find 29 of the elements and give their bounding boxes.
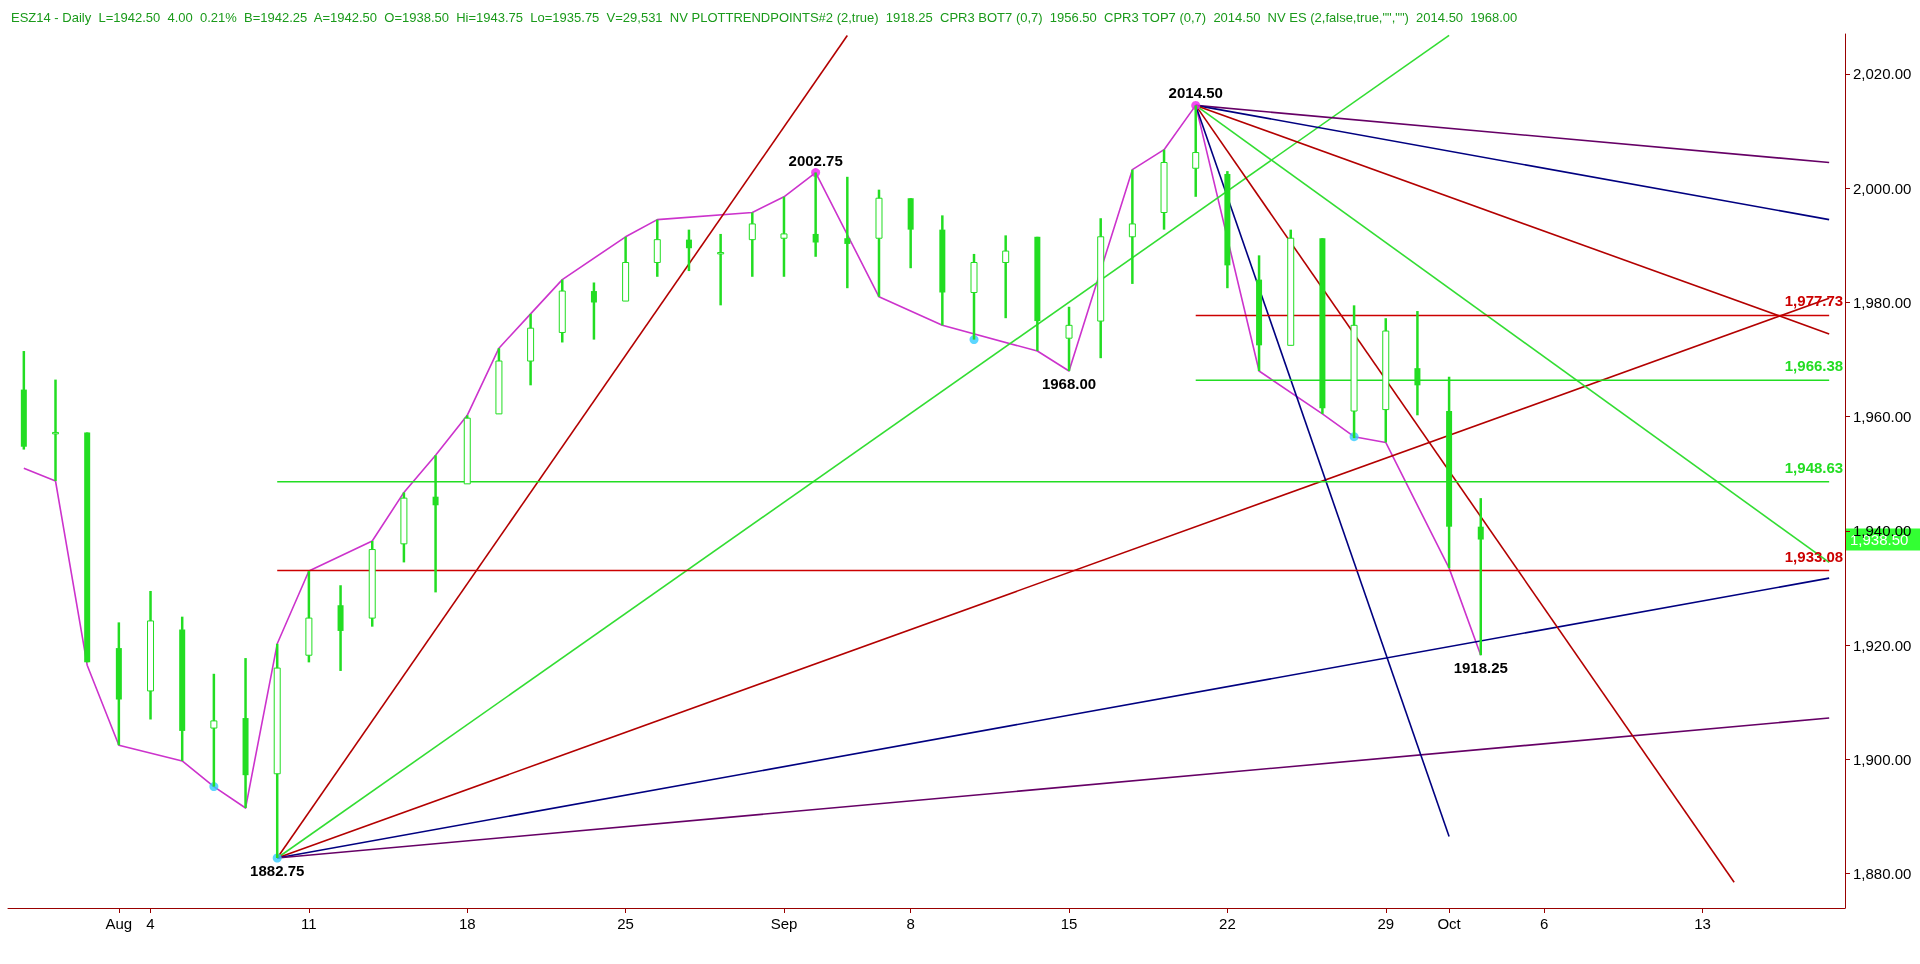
data-label: 1,966.38 [1784, 357, 1844, 375]
x-tick-label: 25 [617, 915, 634, 932]
x-tick-label: Sep [770, 915, 798, 932]
x-tick-label: Aug [105, 915, 133, 932]
data-label: 2014.50 [1168, 84, 1223, 102]
x-tick-label: 8 [906, 915, 915, 932]
data-label: 1,948.63 [1784, 458, 1844, 476]
y-tick-label: 2,020.00 [1853, 65, 1912, 83]
chart-title: ESZ14 - Daily L=1942.50 4.00 0.21% B=1942.25 A=1942.50 O=1938.50 Hi=1943.75 Lo=1935.75 V=29,531 NV PLOTTRENDPOINTS#2 (2,true) 1918.25 CPR3 BOT7 (0,7) 1956.50 CPR3 TOP7 (0,7) 2014.50 NV ES (2,false,true,"","") 2014.50 1968.00 [11, 10, 1518, 25]
y-tick-label: 1,900.00 [1853, 750, 1912, 768]
x-tick-label: 4 [146, 915, 155, 932]
y-tick-label: 2,000.00 [1853, 179, 1912, 197]
x-tick-label: 11 [301, 915, 317, 932]
x-tick-label: 6 [1539, 915, 1549, 932]
y-tick-label: 1,980.00 [1853, 293, 1912, 311]
data-label: 1882.75 [250, 862, 305, 880]
data-label: 1918.25 [1453, 659, 1508, 677]
y-tick-label: 1,880.00 [1853, 865, 1912, 883]
x-tick-label: 18 [458, 915, 476, 932]
x-tick-label: 29 [1377, 915, 1395, 932]
x-tick-label: 13 [1694, 915, 1711, 932]
data-label: 2002.75 [788, 151, 843, 169]
x-tick-label: Oct [1437, 915, 1462, 932]
data-label: 1,977.73 [1784, 292, 1844, 310]
x-tick-label: 15 [1060, 915, 1078, 932]
x-tick-label: 22 [1219, 915, 1236, 932]
y-tick-label: 1,960.00 [1853, 408, 1912, 426]
data-label: 1968.00 [1041, 375, 1097, 393]
y-tick-label: 1,920.00 [1853, 636, 1912, 654]
